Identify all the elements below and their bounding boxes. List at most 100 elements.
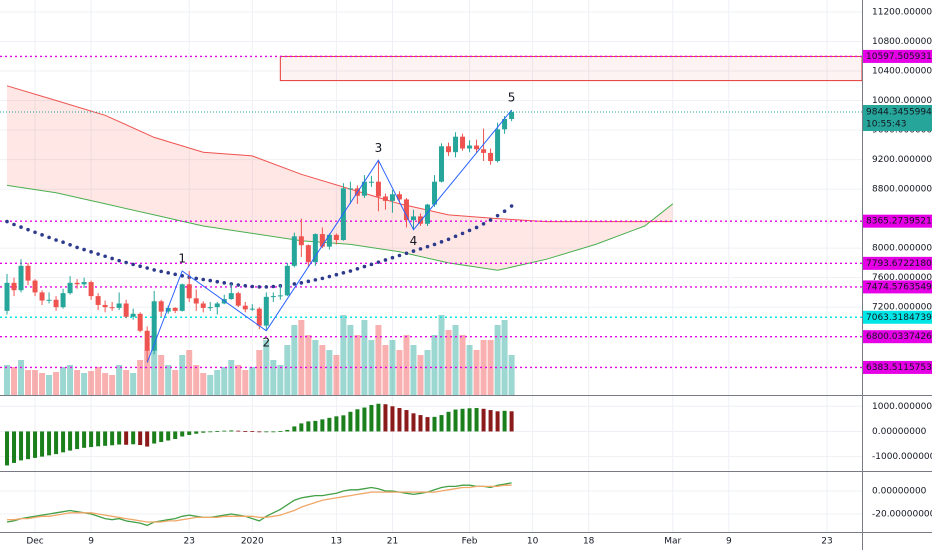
candle-body xyxy=(207,307,213,309)
candle-body xyxy=(474,145,480,150)
candle-body xyxy=(284,265,290,296)
cloud-span-a xyxy=(6,184,674,271)
ma-dot xyxy=(460,231,465,236)
macd-bar xyxy=(383,404,388,432)
price-tick-label: 7200.00000000 xyxy=(872,303,932,313)
volume-bar xyxy=(494,325,501,395)
volume-bar xyxy=(39,373,46,395)
macd-bar xyxy=(145,431,150,447)
ma-dot xyxy=(208,278,213,283)
macd-bar xyxy=(257,431,262,433)
volume-bar xyxy=(116,365,123,395)
macd-bar xyxy=(208,431,213,433)
level-label: 6800.03374267 xyxy=(866,332,932,342)
ma-dot xyxy=(145,266,149,270)
macd-bar xyxy=(236,430,241,432)
candle-body xyxy=(410,216,416,221)
volume-bar xyxy=(473,350,480,395)
ma-dot xyxy=(327,274,332,279)
volume-bar xyxy=(123,370,130,395)
ma-dot xyxy=(341,271,346,275)
countdown-label: 10:55:43 xyxy=(866,120,906,130)
volume-bar xyxy=(305,335,312,395)
volume-bar xyxy=(109,375,116,395)
ma-dot xyxy=(404,251,409,256)
candle-body xyxy=(453,136,459,153)
candle-body xyxy=(137,313,143,331)
macd-bar xyxy=(432,416,437,432)
volume-bar xyxy=(32,370,39,395)
volume-bar xyxy=(88,371,95,395)
volume-bar xyxy=(81,373,88,395)
volume-bar xyxy=(242,370,249,395)
volume-bar xyxy=(333,355,340,395)
volume-bar xyxy=(396,350,403,395)
candle-body xyxy=(165,307,171,312)
candle-body xyxy=(228,293,234,300)
macd-bar xyxy=(474,408,479,432)
candle-body xyxy=(488,152,494,162)
macd-bar xyxy=(467,408,472,432)
ma-dot xyxy=(467,228,472,233)
macd-bar xyxy=(26,431,31,460)
ma-dot xyxy=(509,204,514,208)
macd-bar xyxy=(460,408,465,432)
candle-body xyxy=(424,204,430,224)
macd-bar xyxy=(453,409,458,432)
ma-dot xyxy=(201,277,206,282)
macd-bar xyxy=(61,431,66,453)
macd-bar xyxy=(159,431,164,443)
macd-bar xyxy=(446,411,451,432)
candle-body xyxy=(39,292,45,301)
volume-bar xyxy=(11,367,18,395)
candle-body xyxy=(277,295,283,297)
ma-dot xyxy=(68,243,72,247)
candle-body xyxy=(333,234,339,241)
candle-body xyxy=(312,234,318,263)
macd-bar xyxy=(243,431,248,432)
candle-body xyxy=(439,146,445,182)
volume-bar xyxy=(424,350,431,395)
ma-dot xyxy=(173,272,178,277)
price-tick-label: 8800.00000000 xyxy=(872,185,932,195)
x-tick-label: Dec xyxy=(26,537,43,547)
candle-body xyxy=(109,307,115,309)
ma-dot xyxy=(194,276,199,281)
volume-bar xyxy=(193,365,200,395)
ma-dot xyxy=(411,249,416,253)
volume-bar xyxy=(375,325,382,395)
level-tag xyxy=(863,214,932,228)
macd-bar xyxy=(264,431,269,433)
candle-body xyxy=(158,301,164,312)
volume-bar xyxy=(137,360,144,395)
macd-bar xyxy=(215,431,220,432)
level-tag xyxy=(863,330,932,344)
volume-bar xyxy=(25,370,32,395)
candle-body xyxy=(60,293,66,308)
ma-dot xyxy=(369,262,374,267)
candle-body xyxy=(81,282,87,285)
macd-bar xyxy=(89,431,94,448)
ma-dot xyxy=(250,284,255,289)
candle-body xyxy=(186,284,192,299)
x-tick-label: 21 xyxy=(387,537,398,547)
ma-dot xyxy=(152,268,156,272)
last-price-tag xyxy=(863,105,932,132)
ma-dot xyxy=(124,260,128,265)
candle-body xyxy=(347,188,353,190)
volume-bar xyxy=(410,345,417,395)
cloud-fill xyxy=(7,85,673,271)
price-tick-label: 10400.00000000 xyxy=(872,66,932,76)
candle-body xyxy=(172,307,178,311)
candle-body xyxy=(446,146,452,153)
level-tag xyxy=(863,280,932,294)
macd-bar xyxy=(110,431,115,446)
candle-body xyxy=(144,330,150,351)
candle-body xyxy=(263,296,269,326)
macd-bar xyxy=(96,431,101,447)
macd-bar xyxy=(54,431,59,455)
candle-body xyxy=(502,118,508,130)
x-tick-label: 9 xyxy=(88,537,94,547)
candle-body xyxy=(67,282,73,294)
volume-bar xyxy=(452,325,459,395)
